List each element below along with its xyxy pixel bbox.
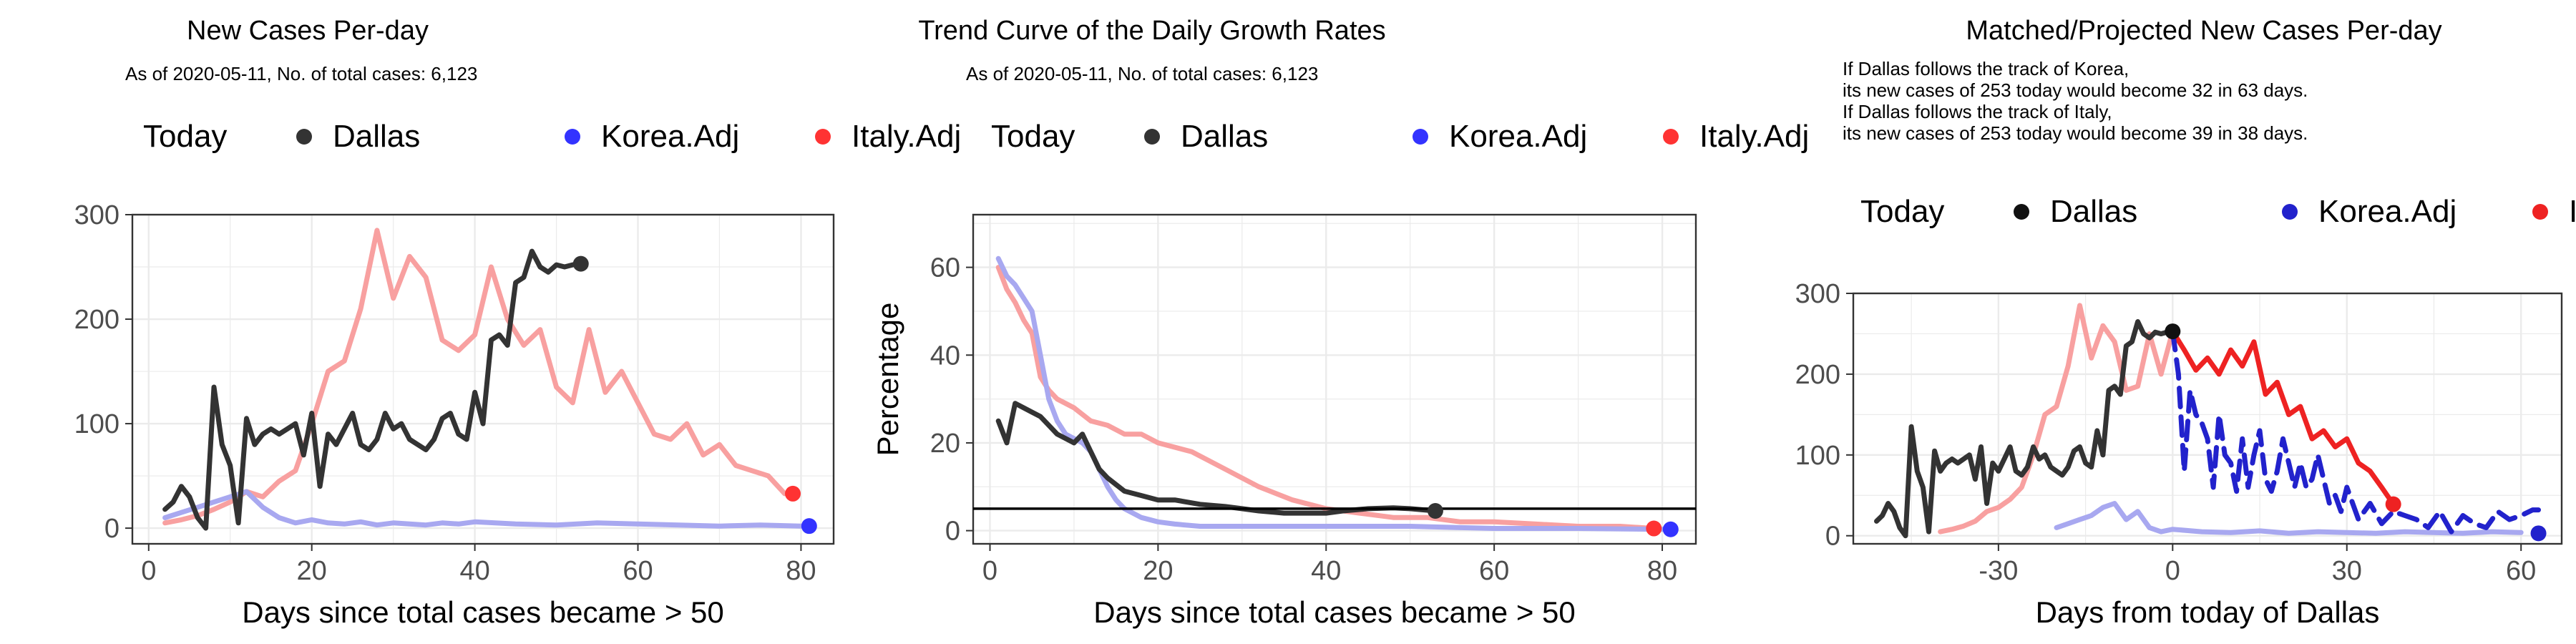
chart-subtitle: As of 2020-05-11, No. of total cases: 6,… xyxy=(125,63,477,84)
plot-border xyxy=(131,213,835,545)
x-tick-label: 0 xyxy=(141,556,156,586)
legend-title: Today xyxy=(1860,194,1944,229)
legend-key-dot xyxy=(296,129,312,145)
chart-title: New Cases Per-day xyxy=(187,16,429,46)
y-tick-label: 100 xyxy=(74,409,119,439)
legend-key-dot xyxy=(815,129,831,145)
series-line-dallas xyxy=(162,248,584,531)
series-line-korea-adj xyxy=(995,255,1674,532)
legend-entry: Dallas xyxy=(1181,119,1268,154)
y-tick-label: 60 xyxy=(930,253,960,283)
x-tick-label: 0 xyxy=(982,556,997,586)
y-tick-label: 0 xyxy=(104,514,119,544)
legend-entry: Italy.Adj xyxy=(2569,194,2576,229)
legend-title: Today xyxy=(143,119,227,154)
chart-panel-1: New Cases Per-day As of 2020-05-11, No. o… xyxy=(74,16,962,629)
series-line-italy-adj xyxy=(995,265,1657,531)
series-line-korea-adj-projected xyxy=(2170,328,2541,535)
plot-grid xyxy=(973,215,1696,544)
series-line-italy-adj-matched xyxy=(1938,303,2175,535)
legend-title: Today xyxy=(991,119,1075,154)
chart-title: Trend Curve of the Daily Growth Rates xyxy=(918,16,1385,46)
legend-entry: Korea.Adj xyxy=(2318,194,2457,229)
legend-entry: Korea.Adj xyxy=(1449,119,1587,154)
chart-subtitle-line: its new cases of 253 today would become … xyxy=(1843,79,2308,101)
chart-subtitle: As of 2020-05-11, No. of total cases: 6,… xyxy=(966,63,1318,84)
x-axis-title: Days since total cases became > 50 xyxy=(242,595,724,629)
x-tick-label: 30 xyxy=(2332,556,2362,586)
chart-panel-3: Matched/Projected New Cases Per-day If Da… xyxy=(1795,16,2576,629)
plot-grid xyxy=(1853,292,2562,544)
x-tick-label: -30 xyxy=(1979,556,2018,586)
chart-title: Matched/Projected New Cases Per-day xyxy=(1966,16,2441,46)
series-line-italy-adj xyxy=(162,228,788,526)
y-tick-label: 40 xyxy=(930,341,960,371)
plot-border xyxy=(972,213,1697,545)
chart-subtitle-line: If Dallas follows the track of Korea, xyxy=(1843,58,2129,79)
x-axis-title: Days from today of Dallas xyxy=(2036,595,2380,629)
plot-border xyxy=(1852,292,2563,545)
today-point-italy-adj xyxy=(785,485,801,502)
today-point-italy-adj xyxy=(2385,496,2401,512)
series-line-dallas xyxy=(995,401,1438,516)
legend-key-dot xyxy=(1663,129,1679,145)
x-tick-label: 60 xyxy=(1479,556,1509,586)
chart-legend: Today Dallas Korea.Adj Italy.Adj xyxy=(1860,194,2576,229)
today-point-dallas xyxy=(2165,323,2181,340)
y-tick-label: 300 xyxy=(1795,279,1840,309)
chart-subtitle-line: If Dallas follows the track of Italy, xyxy=(1843,101,2112,122)
legend-key-dot xyxy=(2014,204,2029,220)
legend-entry: Italy.Adj xyxy=(852,119,961,154)
y-tick-label: 100 xyxy=(1795,441,1840,471)
chart-legend: Today Dallas Korea.Adj Italy.Adj xyxy=(991,119,1809,154)
y-tick-label: 0 xyxy=(1825,522,1840,552)
x-tick-label: 20 xyxy=(1143,556,1173,586)
today-point-korea-adj xyxy=(801,518,817,535)
x-tick-label: 40 xyxy=(459,556,489,586)
legend-key-dot xyxy=(565,129,580,145)
x-tick-label: 60 xyxy=(2506,556,2536,586)
series-line-korea-adj-matched xyxy=(2054,501,2524,536)
legend-key-dot xyxy=(2282,204,2298,220)
y-tick-label: 20 xyxy=(930,429,960,459)
legend-entry: Dallas xyxy=(333,119,420,154)
series-line-italy-adj-projected xyxy=(2170,328,2396,507)
legend-entry: Dallas xyxy=(2050,194,2137,229)
today-point-korea-adj xyxy=(1662,521,1679,537)
y-tick-label: 300 xyxy=(74,200,119,230)
y-axis-title: Percentage xyxy=(871,303,904,457)
x-tick-label: 20 xyxy=(297,556,327,586)
x-tick-label: 0 xyxy=(2165,556,2180,586)
y-tick-label: 0 xyxy=(945,517,960,547)
x-tick-label: 60 xyxy=(623,556,653,586)
series-group xyxy=(995,255,1674,532)
x-tick-label: 80 xyxy=(786,556,816,586)
legend-key-dot xyxy=(1413,129,1428,145)
series-line-dallas xyxy=(1874,319,2175,539)
series-group xyxy=(162,228,804,531)
legend-key-dot xyxy=(1144,129,1160,145)
today-point-dallas xyxy=(1427,503,1443,519)
y-tick-label: 200 xyxy=(74,305,119,335)
legend-entry: Korea.Adj xyxy=(601,119,739,154)
chart-subtitle-line: its new cases of 253 today would become … xyxy=(1843,122,2308,144)
series-group xyxy=(1874,303,2541,539)
chart-legend: Today Dallas Korea.Adj Italy.Adj xyxy=(143,119,961,154)
y-tick-label: 200 xyxy=(1795,360,1840,390)
chart-panel-2: Trend Curve of the Daily Growth Rates As … xyxy=(871,16,1809,629)
legend-entry: Italy.Adj xyxy=(1699,119,1809,154)
legend-key-dot xyxy=(2532,204,2548,220)
x-tick-label: 40 xyxy=(1311,556,1341,586)
today-point-italy-adj xyxy=(1646,520,1662,537)
x-axis-title: Days since total cases became > 50 xyxy=(1093,595,1576,629)
x-tick-label: 80 xyxy=(1647,556,1677,586)
today-point-dallas xyxy=(572,255,589,272)
today-point-korea-adj xyxy=(2530,525,2547,542)
